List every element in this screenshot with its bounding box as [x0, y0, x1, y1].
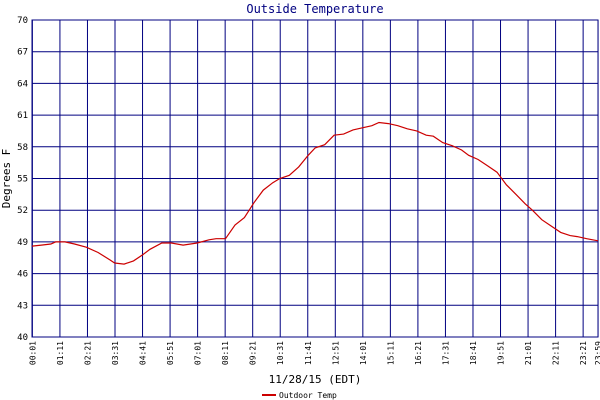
y-tick-label: 67 — [17, 48, 28, 58]
x-tick-label: 10:31 — [276, 341, 285, 365]
x-tick-label: 14:01 — [359, 341, 368, 365]
y-tick-label: 64 — [17, 79, 28, 89]
x-tick-label: 15:11 — [386, 341, 395, 365]
x-tick-label: 11:41 — [304, 341, 313, 365]
x-tick-label: 03:31 — [111, 341, 120, 365]
legend-label: Outdoor Temp — [279, 391, 337, 400]
y-tick-label: 52 — [17, 206, 28, 216]
y-tick-label: 55 — [17, 175, 28, 185]
x-tick-label: 17:31 — [441, 341, 450, 365]
x-tick-label: 12:51 — [331, 341, 340, 365]
y-axis-label: Degrees F — [0, 149, 13, 209]
x-tick-label: 21:01 — [524, 341, 533, 365]
y-tick-label: 70 — [17, 16, 28, 26]
y-tick-label: 43 — [17, 301, 28, 311]
x-tick-label: 00:01 — [28, 341, 37, 365]
x-tick-label: 19:51 — [497, 341, 506, 365]
x-axis-label: 11/28/15 (EDT) — [269, 373, 362, 386]
x-tick-label: 16:21 — [414, 341, 423, 365]
x-tick-label: 23:59 — [594, 341, 600, 365]
x-tick-label: 04:41 — [139, 341, 148, 365]
series-layer — [31, 121, 599, 265]
x-tick-label: 18:41 — [469, 341, 478, 365]
x-tick-label: 22:11 — [552, 341, 561, 365]
legend: Outdoor Temp — [262, 391, 337, 400]
series-line-outdoor-temp — [31, 121, 599, 265]
x-tick-label: 07:01 — [194, 341, 203, 365]
x-tick-label: 23:21 — [579, 341, 588, 365]
grid — [31, 19, 599, 338]
y-tick-label: 40 — [17, 333, 28, 343]
y-tick-label: 49 — [17, 238, 28, 248]
x-tick-label: 02:21 — [83, 341, 92, 365]
x-tick-label: 08:11 — [221, 341, 230, 365]
x-tick-label: 05:51 — [166, 341, 175, 365]
y-tick-label: 46 — [17, 270, 28, 280]
y-tick-label: 61 — [17, 111, 28, 121]
x-tick-label: 01:11 — [56, 341, 65, 365]
y-tick-label: 58 — [17, 143, 28, 153]
y-ticks: 40 43 46 49 52 55 58 61 64 67 70 — [17, 16, 28, 343]
x-tick-label: 09:21 — [249, 341, 258, 365]
chart-title: Outside Temperature — [246, 2, 383, 16]
x-ticks: 00:01 01:11 02:21 03:31 04:41 05:51 07:01 08:11… — [28, 341, 600, 365]
